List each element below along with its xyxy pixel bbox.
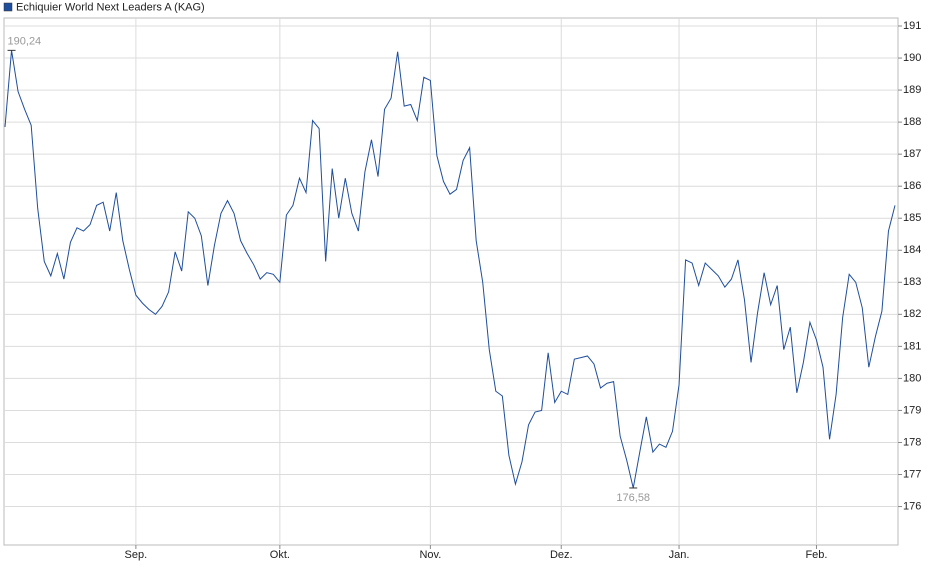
x-tick-label: Dez. — [550, 549, 573, 561]
y-tick-label: 191 — [903, 20, 921, 32]
y-tick-label: 182 — [903, 308, 921, 320]
x-tick-label: Okt. — [270, 549, 290, 561]
y-tick-label: 188 — [903, 116, 921, 128]
line — [4, 50, 896, 489]
plot-area — [3, 17, 899, 546]
y-tick-label: 181 — [903, 340, 921, 352]
y-tick-label: 179 — [903, 404, 921, 416]
x-tick-label: Jan. — [669, 549, 690, 561]
y-tick-label: 185 — [903, 212, 921, 224]
legend-swatch — [3, 2, 13, 12]
y-tick-label: 183 — [903, 276, 921, 288]
y-tick-label: 186 — [903, 180, 921, 192]
y-tick-label: 189 — [903, 84, 921, 96]
x-tick-label: Nov. — [419, 549, 441, 561]
y-tick-label: 187 — [903, 148, 921, 160]
y-tick-label: 177 — [903, 468, 921, 480]
x-tick-label: Feb. — [805, 549, 827, 561]
y-tick-label: 178 — [903, 436, 921, 448]
legend-label: Echiquier World Next Leaders A (KAG) — [16, 1, 205, 13]
value-label: 190,24 — [8, 35, 42, 47]
value-label: 176,58 — [616, 492, 650, 504]
x-tick-label: Sep. — [125, 549, 148, 561]
y-tick-label: 180 — [903, 372, 921, 384]
y-tick-label: 190 — [903, 52, 921, 64]
y-tick-label: 176 — [903, 500, 921, 512]
y-tick-label: 184 — [903, 244, 921, 256]
